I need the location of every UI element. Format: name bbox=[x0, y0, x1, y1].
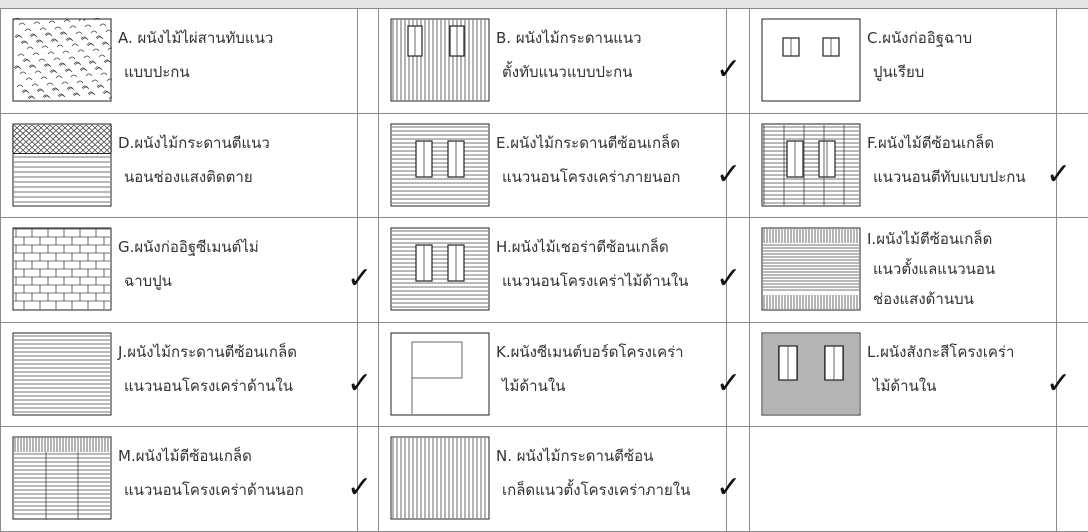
check-cell bbox=[357, 8, 379, 114]
wall-sketch bbox=[390, 123, 490, 207]
check-mark: ✓ bbox=[716, 156, 742, 192]
cell-text: ไม้ด้านใน bbox=[502, 376, 566, 395]
wall-sketch bbox=[12, 18, 112, 102]
wall-sketch bbox=[761, 18, 861, 102]
wall-sketch bbox=[390, 18, 490, 102]
check-cell bbox=[357, 112, 379, 219]
cell-text: แนวนอนโครงเคร่าภายนอก bbox=[502, 167, 681, 186]
cell-text: D.ผนังไม้กระดานตีแนว bbox=[118, 133, 270, 152]
cell-text: แนวนอนโครงเคร่าไม้ด้านใน bbox=[502, 272, 689, 291]
check-cell bbox=[1056, 426, 1088, 532]
check-mark: ✓ bbox=[1046, 365, 1072, 401]
cell-text: นอนช่องแสงติดตาย bbox=[124, 167, 253, 186]
cell-text: ช่องแสงด้านบน bbox=[873, 290, 974, 309]
cell-text: C.ผนังก่ออิฐฉาบ bbox=[867, 29, 973, 47]
table-cell bbox=[749, 426, 1057, 532]
cell-text: G.ผนังก่ออิฐซีเมนต์ไม่ bbox=[118, 238, 259, 257]
cell-text: ปูนเรียบ bbox=[873, 63, 925, 81]
check-mark: ✓ bbox=[716, 52, 742, 87]
cell-text: F.ผนังไม้ตีซ้อนเกล็ด bbox=[867, 133, 995, 152]
cell-text: ตั้งทับแนวแบบปะกน bbox=[502, 63, 633, 81]
check-mark: ✓ bbox=[716, 365, 742, 401]
cell-text: K.ผนังซีเมนต์บอร์ดโครงเคร่า bbox=[496, 342, 684, 361]
check-cell bbox=[1056, 8, 1088, 114]
cell-text: J.ผนังไม้กระดานตีซ้อนเกล็ด bbox=[118, 342, 297, 361]
wall-sketch bbox=[761, 332, 861, 416]
cell-text: เกล็ดแนวตั้งโครงเคร่าภายใน bbox=[502, 481, 691, 500]
cell-text: ฉาบปูน bbox=[124, 272, 172, 291]
check-mark: ✓ bbox=[347, 365, 373, 401]
wall-sketch bbox=[12, 123, 112, 207]
cell-text: B. ผนังไม้กระดานแนว bbox=[496, 29, 642, 47]
cell-text: E.ผนังไม้กระดานตีซ้อนเกล็ด bbox=[496, 133, 680, 152]
check-mark: ✓ bbox=[1046, 156, 1072, 192]
cell-text: ไม้ด้านใน bbox=[873, 376, 937, 395]
check-mark: ✓ bbox=[716, 470, 742, 506]
cell-text: แนวนอนตีทับแบบปะกน bbox=[873, 167, 1026, 186]
cell-text: แนวนอนโครงเคร่าด้านใน bbox=[124, 376, 293, 395]
cell-text: L.ผนังสังกะสีโครงเคร่า bbox=[867, 342, 1015, 361]
cell-text: แนวตั้งแลแนวนอน bbox=[873, 260, 996, 279]
wall-sketch bbox=[12, 436, 112, 521]
wall-sketch bbox=[390, 436, 490, 520]
wall-sketch bbox=[12, 227, 112, 311]
cell-text: H.ผนังไม้เชอร่าตีซ้อนเกล็ด bbox=[496, 238, 669, 257]
cell-text: แนวนอนโครงเคร่าด้านนอก bbox=[124, 481, 304, 500]
check-mark: ✓ bbox=[347, 470, 373, 506]
cell-text: I.ผนังไม้ตีซ้อนเกล็ด bbox=[867, 230, 993, 249]
wall-sketch bbox=[761, 123, 861, 207]
wall-sketch bbox=[390, 332, 490, 416]
check-cell bbox=[1056, 217, 1088, 323]
cell-text: N. ผนังไม้กระดานตีซ้อน bbox=[496, 447, 654, 466]
wall-sketch bbox=[761, 227, 861, 311]
check-mark: ✓ bbox=[716, 261, 742, 297]
wall-sketch bbox=[390, 227, 490, 311]
wall-sketch bbox=[12, 332, 112, 416]
cell-text: แบบปะกน bbox=[124, 63, 190, 81]
check-mark: ✓ bbox=[347, 261, 373, 297]
cell-text: M.ผนังไม้ตีซ้อนเกล็ด bbox=[118, 447, 252, 466]
cell-text: A. ผนังไม้ไผ่สานทับแนว bbox=[118, 29, 274, 47]
